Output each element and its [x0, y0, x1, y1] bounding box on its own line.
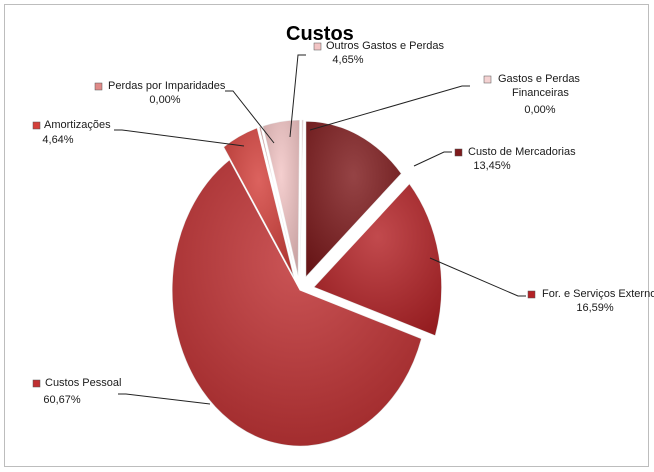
leader-line — [429, 257, 526, 297]
leader-line — [289, 54, 306, 138]
legend-key — [32, 379, 41, 388]
pie-slice-shading — [305, 121, 402, 278]
legend-key — [313, 42, 322, 51]
pie-slice-shading — [259, 126, 297, 277]
chart-title: Custos — [286, 23, 354, 45]
leader-line — [225, 90, 275, 144]
slice-name-label: Perdas por Imparidades — [108, 80, 226, 92]
leader-line — [309, 85, 470, 131]
slice-value-label: 0,00% — [149, 94, 180, 106]
slice-value-label: 13,45% — [473, 160, 511, 172]
leader-line — [114, 129, 245, 147]
legend-key — [454, 148, 463, 157]
slice-value-label: 16,59% — [576, 302, 614, 314]
slice-value-label: 60,67% — [43, 394, 81, 406]
pie-slice-shading — [300, 119, 304, 277]
pie-slice-shading — [262, 119, 300, 277]
legend-key — [94, 82, 103, 91]
slice-value-label: 4,64% — [42, 134, 73, 146]
legend-key — [32, 121, 41, 130]
legend-key — [527, 290, 536, 299]
slice-name-label: Outros Gastos e Perdas — [326, 40, 444, 52]
legend-key — [483, 75, 492, 84]
slice-value-label: 0,00% — [524, 104, 555, 116]
slice-value-label: 4,65% — [332, 54, 363, 66]
pie-slice-shading — [313, 183, 442, 336]
pie-slice-shading — [223, 127, 295, 278]
slice-name-label: For. e Serviços Externos — [542, 288, 654, 300]
pie-slices — [171, 119, 443, 447]
slice-name-label: Gastos e Perdas Financeiras — [498, 73, 580, 99]
slice-name-label: Amortizações — [44, 119, 111, 131]
leader-line — [413, 151, 452, 167]
slice-name-label: Custos Pessoal — [45, 377, 121, 389]
pie-slice-shading — [172, 159, 422, 447]
slice-name-label: Custo de Mercadorias — [468, 146, 576, 158]
leader-line — [118, 393, 211, 405]
slice-labels: Custo de Mercadorias 13,45% For. e Serviço… — [32, 40, 654, 406]
